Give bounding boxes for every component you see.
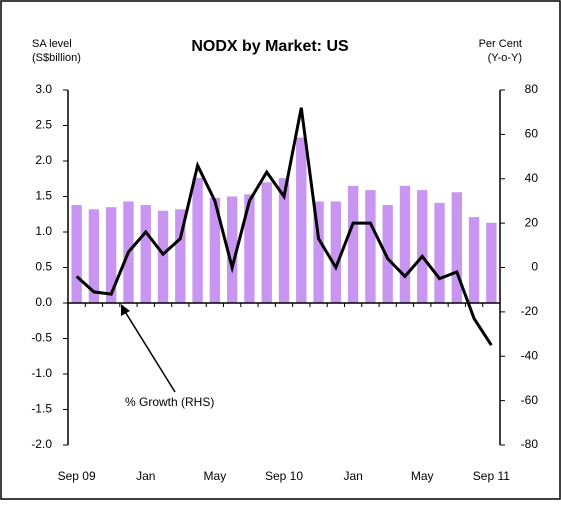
annotation-arrow	[123, 309, 176, 393]
bar	[244, 194, 255, 303]
bar	[347, 185, 359, 303]
bar	[417, 190, 428, 303]
y-tick-label: 1.5	[35, 189, 52, 203]
y2-axis-title: (Y-o-Y)	[488, 52, 522, 64]
bar	[106, 207, 117, 303]
y-tick-label: 1.0	[35, 224, 52, 238]
bar	[296, 137, 307, 303]
bar	[192, 178, 203, 303]
y-axis-title: (S$billion)	[32, 52, 81, 64]
y-tick-label: -1.5	[31, 402, 52, 416]
x-tick-label: May	[204, 469, 227, 483]
y-tick-label: 0.5	[35, 260, 52, 274]
y2-tick-label: 80	[525, 82, 539, 96]
bar	[226, 196, 238, 303]
y2-tick-label: -20	[521, 304, 539, 318]
bar	[399, 185, 411, 303]
arrow-head	[121, 304, 130, 316]
y2-tick-label: 0	[531, 260, 538, 274]
x-tick-label: Sep 09	[58, 469, 96, 483]
y2-tick-label: 60	[525, 127, 539, 141]
x-tick-label: Jan	[343, 469, 362, 483]
bar	[486, 222, 497, 303]
bar	[261, 182, 272, 303]
bar	[313, 201, 324, 303]
bar	[365, 190, 376, 303]
bar	[330, 201, 342, 303]
y-axis-title: SA level	[32, 38, 72, 50]
y2-tick-label: 40	[525, 171, 539, 185]
bar	[71, 205, 82, 303]
y-tick-label: 0.0	[35, 295, 52, 309]
bar	[278, 178, 290, 303]
y2-tick-label: -40	[521, 348, 539, 362]
x-tick-label: Sep 11	[473, 469, 510, 483]
bar	[140, 205, 151, 303]
bar	[88, 209, 100, 303]
bar	[175, 209, 186, 303]
line	[75, 107, 493, 346]
bar	[209, 197, 221, 303]
bar	[434, 202, 445, 303]
bar	[468, 217, 480, 303]
y-tick-label: -1.0	[31, 366, 52, 380]
bar	[157, 210, 169, 303]
bar	[382, 205, 393, 303]
y-tick-label: 2.5	[35, 118, 52, 132]
x-tick-label: Jan	[136, 469, 155, 483]
y-tick-label: 2.0	[35, 153, 52, 167]
y-tick-label: -2.0	[31, 437, 52, 451]
x-tick-label: Sep 10	[265, 469, 303, 483]
y2-tick-label: -80	[521, 437, 539, 451]
annotation: % Growth (RHS)	[125, 395, 214, 409]
y-tick-label: -0.5	[31, 331, 52, 345]
bar	[451, 192, 462, 303]
y2-tick-label: 20	[525, 215, 539, 229]
y2-tick-label: -60	[521, 393, 539, 407]
y-tick-label: 3.0	[35, 82, 52, 96]
x-tick-label: May	[411, 469, 434, 483]
chart-title: NODX by Market: US	[191, 38, 349, 55]
y2-axis-title: Per Cent	[479, 38, 522, 50]
